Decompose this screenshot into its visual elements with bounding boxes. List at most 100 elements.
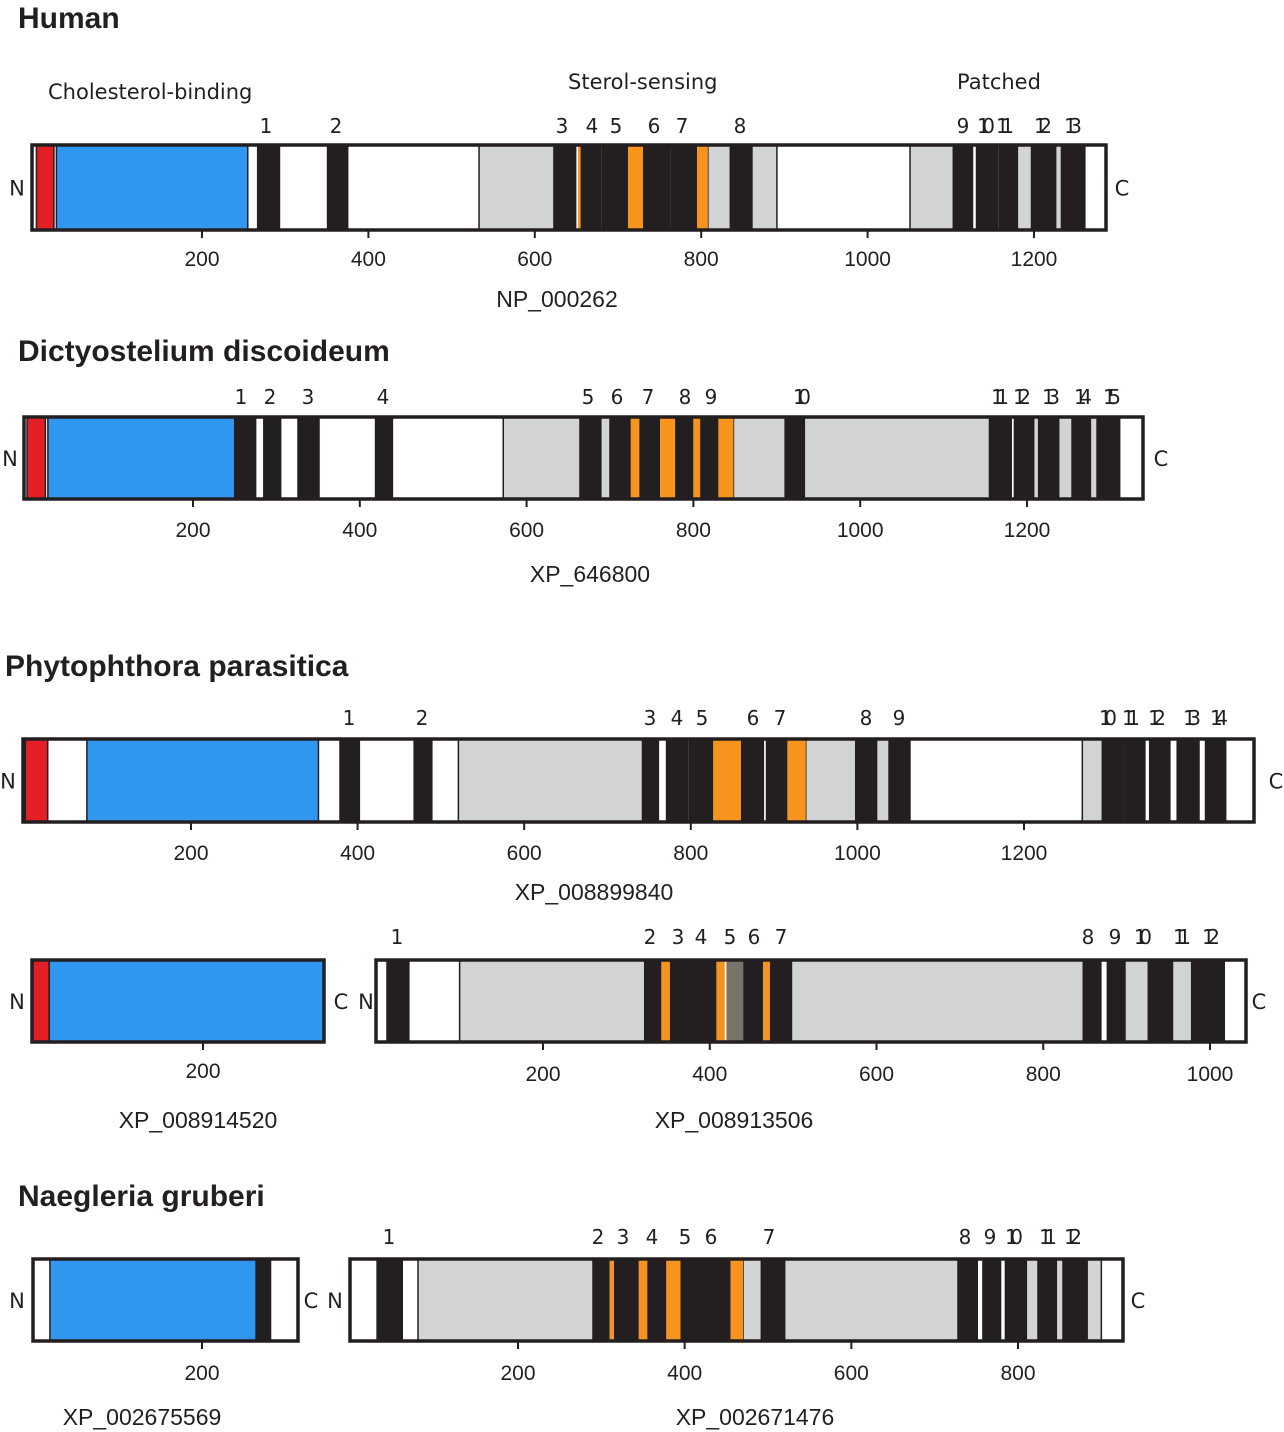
domain-transmembrane xyxy=(1072,417,1091,499)
domain-extracellular-loop xyxy=(875,738,890,823)
tm-number-1: 1 xyxy=(383,1225,396,1249)
axis-tick-label: 1000 xyxy=(1187,1063,1234,1086)
domain-sterol-sensing-tm xyxy=(609,1259,614,1341)
tm-number-5: 5 xyxy=(679,1225,692,1249)
domain-extracellular-loop xyxy=(751,144,778,231)
tm-number-11: 11 xyxy=(991,385,1009,409)
tm-number-8: 8 xyxy=(679,385,692,409)
domain-transmembrane xyxy=(998,145,1018,230)
tm-number-7: 7 xyxy=(676,114,689,138)
domain-signal-peptide xyxy=(32,959,50,1043)
tm-number-10: 10 xyxy=(1005,1225,1023,1249)
tm-number-8: 8 xyxy=(734,114,747,138)
tm-number-5: 5 xyxy=(610,114,623,138)
tm-number-6: 6 xyxy=(611,385,624,409)
c-terminus-label: C xyxy=(1252,990,1267,1014)
domain-extracellular-loop xyxy=(803,416,991,500)
domain-transmembrane xyxy=(855,739,877,822)
tm-number-8: 8 xyxy=(1082,925,1095,949)
tm-number-13: 13 xyxy=(1042,385,1060,409)
species-title-phytophthora: Phytophthora parasitica xyxy=(5,650,349,683)
tm-number-5: 5 xyxy=(696,706,709,730)
domain-transmembrane xyxy=(256,1259,272,1341)
species-title-dictyostelium: Dictyostelium discoideum xyxy=(18,335,390,368)
tm-number-6: 6 xyxy=(748,925,761,949)
domain-extracellular-loop xyxy=(478,144,555,231)
region-label-patched: Patched xyxy=(957,70,1041,94)
domain-cholesterol-binding xyxy=(48,959,325,1043)
tm-number-12: 12 xyxy=(1064,1225,1082,1249)
tm-number-4: 4 xyxy=(646,1225,659,1249)
tm-number-3: 3 xyxy=(617,1225,630,1249)
domain-signal-peptide xyxy=(35,144,55,231)
domain-sterol-sensing-tm xyxy=(716,960,725,1042)
domain-extracellular-loop xyxy=(1089,416,1098,500)
tm-number-3: 3 xyxy=(556,114,569,138)
domain-extracellular-loop xyxy=(1171,959,1193,1043)
domain-transmembrane xyxy=(765,739,788,822)
axis-tick-label: 800 xyxy=(1000,1362,1035,1385)
domain-transmembrane xyxy=(989,417,1012,499)
axis-tick-label: 600 xyxy=(517,248,552,271)
domain-transmembrane xyxy=(1083,960,1102,1042)
domain-transmembrane xyxy=(1097,417,1121,499)
domain-extracellular-loop xyxy=(600,416,611,500)
tm-number-2: 2 xyxy=(330,114,343,138)
n-terminus-label: N xyxy=(9,177,25,201)
domain-transmembrane xyxy=(1123,739,1146,822)
domain-transmembrane xyxy=(669,960,717,1042)
domain-transmembrane xyxy=(553,145,577,230)
axis-tick-label: 1200 xyxy=(1004,519,1051,542)
domain-transmembrane xyxy=(1038,1259,1057,1341)
domain-transmembrane xyxy=(675,417,694,499)
n-terminus-label: N xyxy=(9,990,25,1014)
domain-sterol-sensing-tm xyxy=(730,1259,743,1341)
domain-cholesterol-binding xyxy=(49,1258,257,1342)
domain-extracellular-loop xyxy=(1124,959,1150,1043)
domain-sterol-sensing-tm xyxy=(627,145,643,230)
domain-transmembrane xyxy=(740,739,765,822)
domain-sterol-sensing-tm xyxy=(718,417,734,499)
n-terminus-label: N xyxy=(0,770,16,794)
domain-transmembrane xyxy=(326,145,349,230)
accession-label: XP_008899840 xyxy=(515,879,674,905)
domain-sterol-sensing-tm xyxy=(578,145,581,230)
domain-cholesterol-binding xyxy=(47,416,236,500)
domain-transmembrane xyxy=(639,417,661,499)
axis-tick-label: 400 xyxy=(351,248,386,271)
tm-number-12: 12 xyxy=(1202,925,1220,949)
axis-tick-label: 1200 xyxy=(1001,842,1048,865)
bar-outline xyxy=(31,1257,300,1343)
domain-transmembrane xyxy=(1102,739,1124,822)
bar-outline xyxy=(22,415,1145,501)
n-terminus-label: N xyxy=(9,1289,25,1313)
c-terminus-label: C xyxy=(1154,447,1169,471)
domain-sterol-sensing-tm xyxy=(713,739,741,822)
tm-number-2: 2 xyxy=(644,925,657,949)
domain-transmembrane xyxy=(1031,145,1056,230)
domain-cholesterol-binding xyxy=(86,738,320,823)
tm-number-1: 1 xyxy=(343,706,356,730)
bar-outline xyxy=(374,958,1248,1044)
tm-number-1: 1 xyxy=(391,925,404,949)
domain-transmembrane xyxy=(1204,739,1227,822)
tm-number-8: 8 xyxy=(959,1225,972,1249)
domain-transmembrane xyxy=(376,1259,403,1341)
tm-number-11: 11 xyxy=(1039,1225,1057,1249)
axis-tick-label: 200 xyxy=(184,248,219,271)
axis-tick-label: 200 xyxy=(525,1063,560,1086)
domain-extracellular-loop xyxy=(805,738,857,823)
tm-number-4: 4 xyxy=(586,114,599,138)
domain-transmembrane xyxy=(613,1259,639,1341)
tm-number-2: 2 xyxy=(592,1225,605,1249)
axis-tick-label: 200 xyxy=(173,842,208,865)
c-terminus-label: C xyxy=(1131,1289,1146,1313)
domain-extracellular-loop xyxy=(1055,1258,1064,1342)
domain-transmembrane xyxy=(1148,739,1171,822)
domain-extracellular-loop xyxy=(707,144,732,231)
tm-number-3: 3 xyxy=(302,385,315,409)
domain-transmembrane xyxy=(958,1259,978,1341)
tm-number-5: 5 xyxy=(582,385,595,409)
tm-number-10: 10 xyxy=(977,114,995,138)
